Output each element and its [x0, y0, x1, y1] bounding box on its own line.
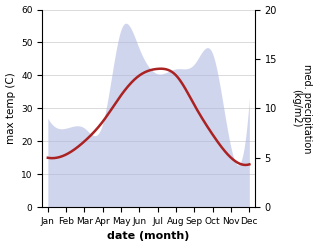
- X-axis label: date (month): date (month): [107, 231, 190, 242]
- Y-axis label: med. precipitation
(kg/m2): med. precipitation (kg/m2): [291, 64, 313, 153]
- Y-axis label: max temp (C): max temp (C): [5, 72, 16, 144]
